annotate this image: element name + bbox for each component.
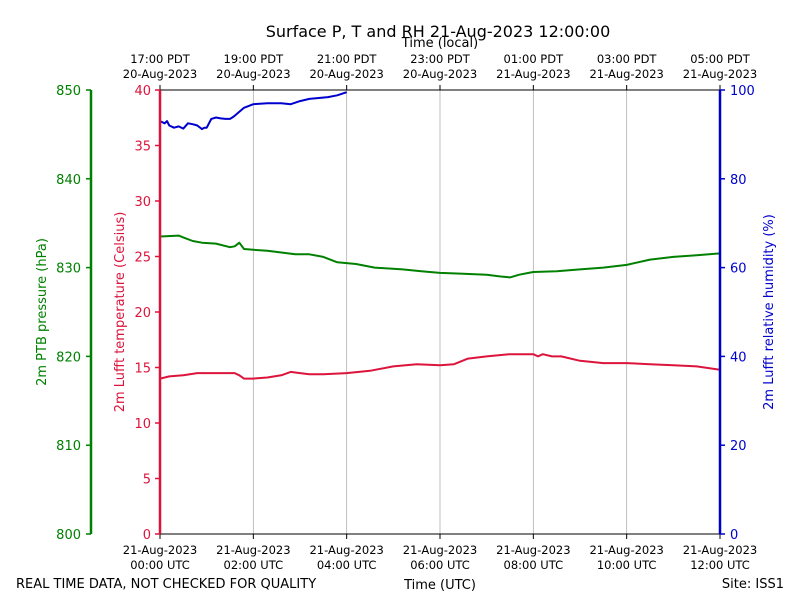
footer-quality-note: REAL TIME DATA, NOT CHECKED FOR QUALITY — [16, 577, 316, 592]
temperature-tick-label: 0 — [143, 528, 151, 543]
grid-layer — [252, 90, 628, 534]
bottom-x-tick-label: 21-Aug-2023 — [589, 543, 663, 557]
top-x-tick-label: 20-Aug-2023 — [216, 67, 290, 81]
top-x-tick-label: 21-Aug-2023 — [496, 67, 570, 81]
bottom-x-tick-label: 21-Aug-2023 — [683, 543, 757, 557]
temperature-tick-label: 30 — [134, 195, 151, 210]
bottom-x-tick-label: 21-Aug-2023 — [403, 543, 477, 557]
bottom-x-tick-label: 21-Aug-2023 — [309, 543, 383, 557]
top-x-tick-label: 03:00 PDT — [597, 52, 658, 66]
pressure-tick-label: 800 — [56, 528, 81, 543]
bottom-x-tick-label: 21-Aug-2023 — [123, 543, 197, 557]
bottom-x-tick-label: 02:00 UTC — [224, 558, 284, 572]
temperature-tick-label: 40 — [134, 84, 151, 99]
pressure-tick-label: 840 — [56, 173, 81, 188]
bottom-x-tick-label: 12:00 UTC — [690, 558, 750, 572]
bottom-x-tick-label: 10:00 UTC — [597, 558, 657, 572]
pressure-tick-label: 810 — [56, 439, 81, 454]
bottom-x-tick-label: 21-Aug-2023 — [496, 543, 570, 557]
bottom-x-tick-label: 00:00 UTC — [130, 558, 190, 572]
pressure-tick-label: 850 — [56, 84, 81, 99]
humidity-tick-label: 40 — [730, 350, 747, 365]
bottom-x-tick-label: 06:00 UTC — [410, 558, 470, 572]
temperature-series-line — [160, 353, 720, 380]
top-x-tick-label: 23:00 PDT — [410, 52, 471, 66]
temperature-tick-label: 10 — [134, 417, 151, 432]
humidity-tick-label: 20 — [730, 439, 747, 454]
bottom-x-axis-label: Time (UTC) — [403, 578, 476, 593]
top-x-tick-label: 21-Aug-2023 — [683, 67, 757, 81]
humidity-tick-label: 0 — [730, 528, 738, 543]
temperature-tick-label: 15 — [134, 362, 151, 377]
bottom-x-tick-label: 08:00 UTC — [504, 558, 564, 572]
top-x-tick-label: 05:00 PDT — [690, 52, 751, 66]
top-x-tick-label: 21-Aug-2023 — [589, 67, 663, 81]
footer-site: Site: ISS1 — [722, 577, 784, 592]
pressure-tick-label: 830 — [56, 262, 81, 277]
top-x-tick-label: 20-Aug-2023 — [403, 67, 477, 81]
top-x-tick-label: 20-Aug-2023 — [123, 67, 197, 81]
top-x-tick-label: 20-Aug-2023 — [309, 67, 383, 81]
temperature-tick-label: 20 — [134, 306, 151, 321]
bottom-x-tick-label: 21-Aug-2023 — [216, 543, 290, 557]
temperature-tick-label: 5 — [143, 473, 151, 488]
humidity-series-line — [160, 91, 348, 131]
humidity-axis-label: 2m Lufft relative humidity (%) — [762, 214, 777, 410]
top-x-tick-label: 19:00 PDT — [224, 52, 285, 66]
humidity-tick-label: 100 — [730, 84, 755, 99]
series-layer — [160, 91, 720, 380]
pressure-tick-label: 820 — [56, 350, 81, 365]
bottom-x-tick-label: 04:00 UTC — [317, 558, 377, 572]
top-x-tick-label: 21:00 PDT — [317, 52, 378, 66]
top-x-tick-label: 01:00 PDT — [504, 52, 565, 66]
top-x-tick-label: 17:00 PDT — [130, 52, 191, 66]
pressure-axis-label: 2m PTB pressure (hPa) — [35, 238, 50, 386]
temperature-axis-label: 2m Lufft temperature (Celsius) — [113, 212, 128, 413]
temperature-tick-label: 35 — [134, 140, 151, 155]
temperature-tick-label: 25 — [134, 251, 151, 266]
humidity-tick-label: 80 — [730, 173, 747, 188]
top-x-axis-label: Time (local) — [401, 36, 478, 51]
pressure-series-line — [160, 234, 720, 279]
chart-title: Surface P, T and RH 21-Aug-2023 12:00:00 — [266, 22, 611, 41]
frame-layer — [89, 89, 722, 535]
humidity-tick-label: 60 — [730, 262, 747, 277]
